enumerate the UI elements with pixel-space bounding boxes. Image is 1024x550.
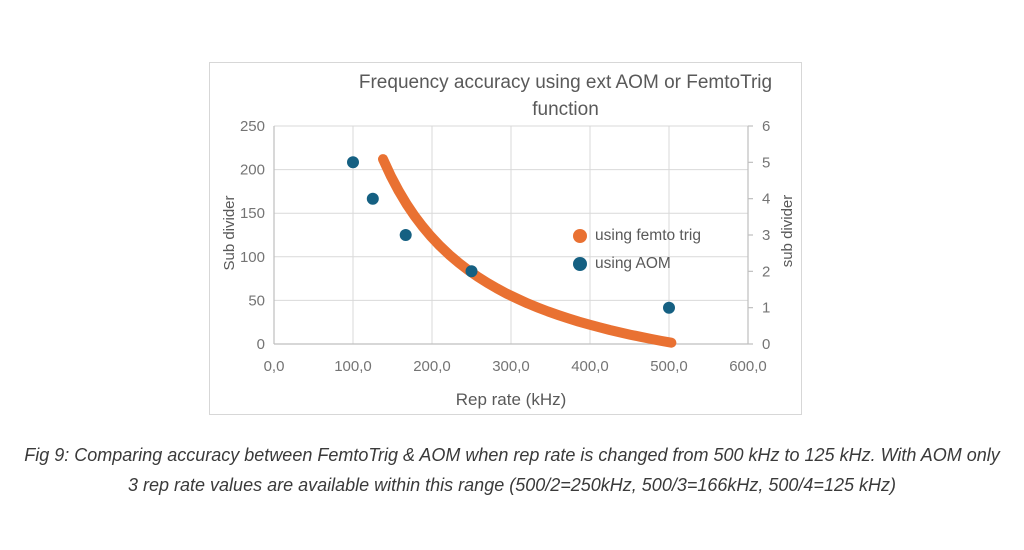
aom-point (465, 265, 478, 278)
y-left-tick-label: 100 (240, 249, 265, 266)
y-right-tick-label: 4 (762, 191, 770, 208)
femto-trig-curve (378, 154, 677, 348)
x-tick-label: 600,0 (729, 358, 767, 375)
y-right-tick-label: 5 (762, 154, 770, 171)
y-left-tick-label: 200 (240, 162, 265, 179)
aom-marker-icon (573, 257, 587, 271)
y-right-tick-label: 0 (762, 336, 770, 353)
y-left-tick-label: 0 (257, 336, 265, 353)
x-tick-label: 400,0 (571, 358, 609, 375)
y-right-tick-label: 3 (762, 227, 770, 244)
aom-point (347, 156, 359, 169)
chart-panel: Frequency accuracy using ext AOM or Femt… (209, 62, 802, 415)
femto-trig-marker-icon (573, 229, 587, 243)
aom-point (399, 229, 412, 241)
y-left-tick-label: 250 (240, 118, 265, 135)
chart-legend: using femto trig using AOM (573, 222, 701, 278)
y-right-tick-label: 2 (762, 263, 770, 280)
legend-label-aom: using AOM (595, 255, 671, 272)
x-tick-label: 200,0 (413, 358, 451, 375)
y-right-tick-label: 1 (762, 300, 770, 317)
aom-point (663, 301, 675, 314)
y-left-tick-label: 50 (248, 292, 265, 309)
aom-point (366, 192, 379, 205)
x-tick-label: 0,0 (264, 358, 285, 375)
legend-item-aom: using AOM (573, 250, 701, 278)
y-right-tick-label: 6 (762, 118, 770, 135)
x-tick-label: 100,0 (334, 358, 372, 375)
left-axis-title: Sub divider (221, 195, 238, 271)
legend-item-femto-trig: using femto trig (573, 222, 701, 250)
right-axis-title: sub divider (779, 194, 796, 268)
legend-label-femto-trig: using femto trig (595, 227, 701, 244)
x-tick-label: 300,0 (492, 358, 530, 375)
y-left-tick-label: 150 (240, 205, 265, 222)
figure-caption: Fig 9: Comparing accuracy between FemtoT… (24, 445, 1000, 495)
x-axis-title: Rep rate (kHz) (455, 390, 567, 409)
x-tick-label: 500,0 (650, 358, 688, 375)
chart-plot: 0,0 100,0 200,0 300,0 400,0 500,0 600,00501001… (240, 118, 770, 375)
chart-title: Frequency accuracy using ext AOM or Femt… (358, 72, 773, 120)
